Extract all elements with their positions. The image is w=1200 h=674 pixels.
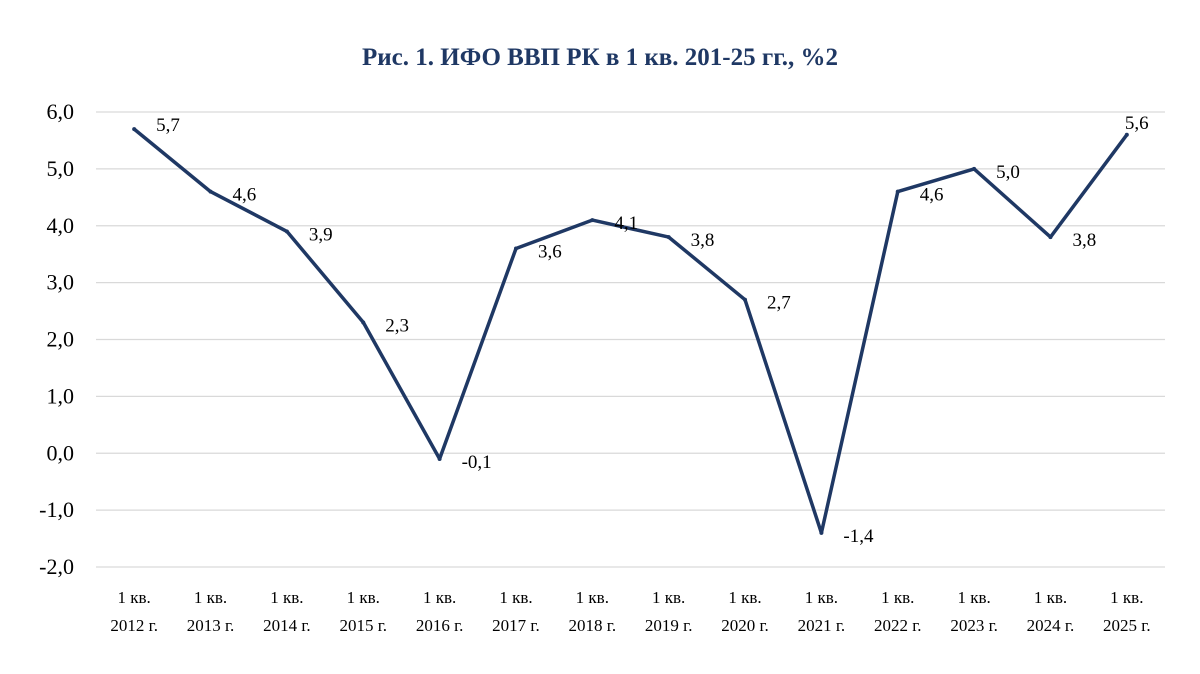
x-tick-label: 1 кв. 2021 г. (798, 588, 846, 635)
x-tick-label: 1 кв. 2016 г. (416, 588, 464, 635)
data-label: 4,1 (614, 213, 638, 234)
x-tick-label: 1 кв. 2015 г. (339, 588, 387, 635)
data-point (1124, 132, 1129, 137)
data-label: 3,8 (1072, 230, 1096, 251)
data-label: 5,7 (156, 115, 180, 136)
y-tick-label: 5,0 (47, 156, 75, 181)
data-point (743, 297, 748, 302)
data-label: 2,3 (385, 315, 409, 336)
y-tick-label: 4,0 (47, 213, 75, 238)
data-point (208, 189, 213, 194)
data-label: 3,8 (691, 230, 715, 251)
data-label: 5,6 (1125, 113, 1149, 134)
data-label: 3,9 (309, 224, 333, 245)
y-tick-label: 2,0 (47, 327, 75, 352)
data-point (513, 246, 518, 251)
data-point (895, 189, 900, 194)
data-label: -0,1 (462, 452, 492, 473)
y-tick-label: 3,0 (47, 270, 75, 295)
chart-title: Рис. 1. ИФО ВВП РК в 1 кв. 201-25 гг., %… (361, 44, 838, 71)
y-tick-label: 6,0 (47, 99, 75, 124)
data-point (666, 235, 671, 240)
x-tick-label: 1 кв. 2014 г. (263, 588, 311, 635)
x-tick-label: 1 кв. 2020 г. (721, 588, 769, 635)
x-tick-label: 1 кв. 2012 г. (110, 588, 158, 635)
data-label: 4,6 (920, 185, 944, 206)
data-label: 2,7 (767, 293, 791, 314)
data-point (1048, 235, 1053, 240)
y-tick-label: 1,0 (47, 383, 75, 408)
x-tick-label: 1 кв. 2025 г. (1103, 588, 1151, 635)
y-tick-label: 0,0 (47, 440, 75, 465)
x-tick-label: 1 кв. 2022 г. (874, 588, 922, 635)
data-point (132, 127, 137, 132)
data-label: 4,6 (233, 185, 257, 206)
x-tick-label: 1 кв. 2018 г. (569, 588, 617, 635)
y-tick-label: -1,0 (39, 497, 74, 522)
data-point (590, 218, 595, 223)
data-label: -1,4 (843, 526, 874, 547)
y-tick-label: -2,0 (39, 554, 74, 579)
data-label: 3,6 (538, 242, 562, 263)
x-tick-label: 1 кв. 2019 г. (645, 588, 693, 635)
x-tick-label: 1 кв. 2017 г. (492, 588, 540, 635)
data-point (972, 166, 977, 171)
data-point (437, 456, 442, 461)
data-point (361, 320, 366, 325)
data-point (284, 229, 289, 234)
data-point (819, 530, 824, 535)
series-line (132, 127, 1129, 535)
x-tick-label: 1 кв. 2024 г. (1027, 588, 1075, 635)
x-tick-label: 1 кв. 2023 г. (950, 588, 998, 635)
x-tick-label: 1 кв. 2013 г. (187, 588, 235, 635)
data-label: 5,0 (996, 162, 1020, 183)
